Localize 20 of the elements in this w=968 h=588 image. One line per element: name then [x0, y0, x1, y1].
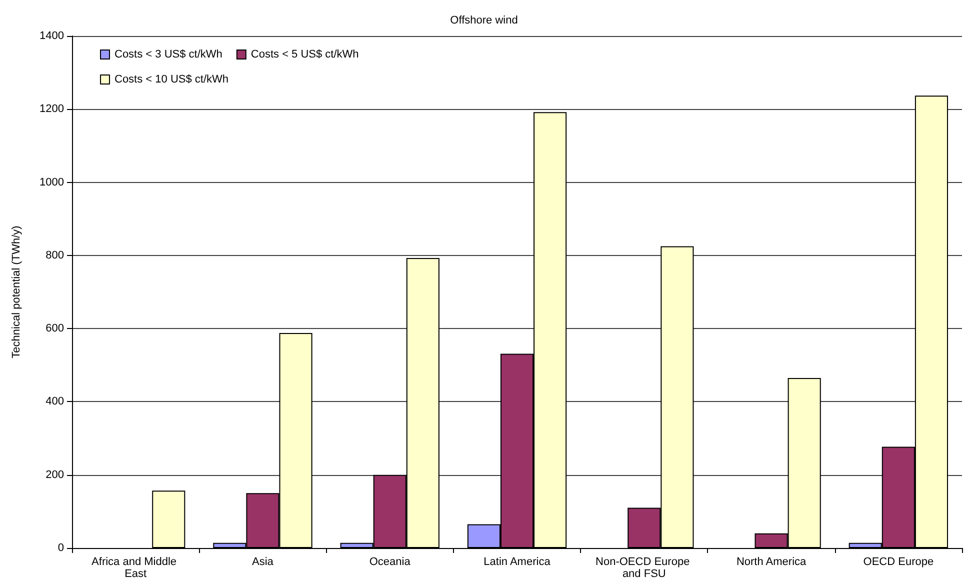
y-tick-label: 1400 — [40, 30, 64, 42]
x-tick-label: North America — [736, 556, 808, 568]
y-tick-label: 800 — [46, 249, 64, 262]
x-tick-label: Asia — [252, 556, 274, 568]
y-tick-label: 400 — [46, 396, 64, 408]
legend-label: Costs < 5 US$ ct/kWh — [250, 48, 359, 60]
x-tick-label: Non-OECD Europe and FSU — [596, 556, 693, 580]
y-tick-label: 1200 — [40, 103, 64, 116]
x-tick-label: OECD Europe — [863, 556, 934, 568]
y-tick-label: 0 — [58, 542, 64, 554]
chart-title: Offshore wind — [450, 14, 518, 26]
x-tick-label: Latin America — [484, 556, 552, 568]
x-tick-label: Africa and Middle East — [92, 556, 180, 580]
y-tick-label: 600 — [46, 322, 64, 335]
y-tick-label: 200 — [46, 468, 64, 481]
legend-label: Costs < 10 US$ ct/kWh — [114, 74, 229, 86]
x-tick-label: Oceania — [369, 556, 412, 568]
legend-label: Costs < 3 US$ ct/kWh — [114, 48, 222, 60]
y-tick-label: 1000 — [40, 176, 64, 188]
y-axis-title: Technical potential (TWh/y) — [10, 226, 22, 358]
